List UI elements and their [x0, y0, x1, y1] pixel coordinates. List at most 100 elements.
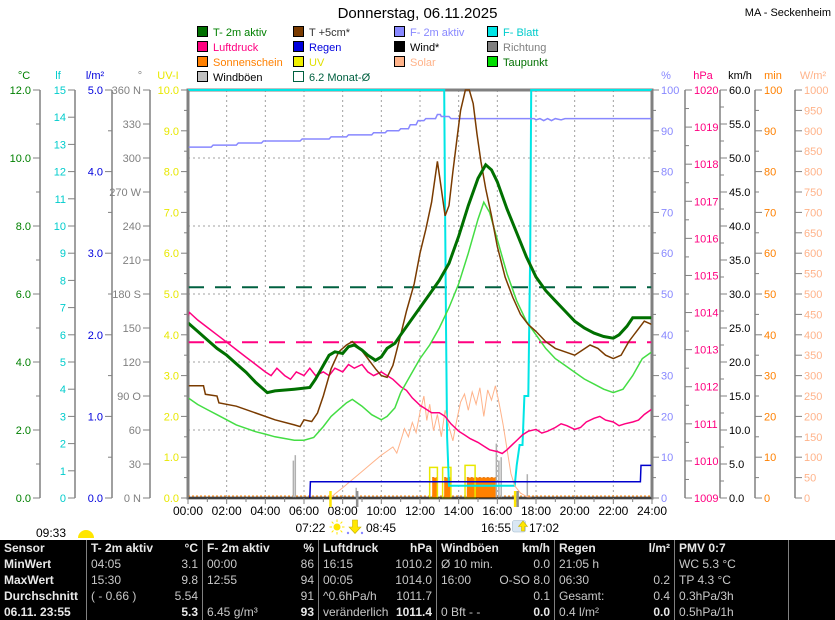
table-text: hPa [409, 541, 432, 555]
tick-label: 10.0 [729, 425, 750, 437]
tick-label: 100 [661, 85, 679, 97]
tick-label: 2 [60, 439, 66, 451]
table-text: 21:05 h [559, 557, 600, 571]
tick-label: 3.0 [164, 371, 179, 383]
tick-label: 5 [60, 357, 66, 369]
table-col-header: T- 2m aktiv °C [86, 540, 202, 556]
table-text: 16:15 [323, 557, 354, 571]
sunset-time: 16:55 [481, 521, 511, 535]
marker-time: 17:02 [529, 521, 559, 535]
table-text: 5.54 [174, 589, 198, 603]
tick-label: 6.0 [164, 248, 179, 260]
table-text: F- 2m aktiv [207, 541, 270, 555]
table-text: 12:55 [207, 573, 238, 587]
table-text: 15:30 [91, 573, 122, 587]
weather-chart: °C12.010.08.06.04.02.00.0lf1514131211109… [10, 70, 829, 540]
moon-time: 09:33 [36, 526, 66, 540]
legend-item: Regen [293, 41, 341, 54]
tick-label: 200 [804, 411, 822, 423]
legend-swatch-icon [487, 41, 498, 52]
tick-label: 700 [804, 207, 822, 219]
table-cell: 21:05 h [554, 556, 674, 572]
table-text: 16:00 [441, 573, 472, 587]
legend-item: UV [293, 56, 324, 69]
page-title: Donnerstag, 06.11.2025 [337, 5, 498, 22]
legend-label: Wind* [410, 42, 440, 54]
tick-label: 120 [123, 357, 141, 369]
tick-label: 4 [60, 384, 66, 396]
legend-swatch-icon [293, 41, 304, 52]
tick-label: 10 [764, 452, 776, 464]
x-label: 02:00 [212, 504, 242, 518]
tick-label: 30 [661, 371, 673, 383]
sunshine-bar [466, 477, 496, 498]
sunshine-bar [432, 477, 438, 498]
table-text: 0.0 [533, 605, 550, 619]
legend-item: Wind* [394, 41, 439, 54]
legend-item: Sonnenschein [197, 56, 283, 69]
station-name: MA - Seckenheim [744, 7, 831, 19]
legend-item: T +5cm* [293, 26, 350, 39]
table-text: 04:05 [91, 557, 122, 571]
table-text: PMV 0:7 [679, 541, 726, 555]
x-label: 10:00 [366, 504, 396, 518]
tick-label: 800 [804, 167, 822, 179]
table-cell: 0 Bft - - 0.0 [436, 604, 554, 620]
tick-label: 0.0 [164, 493, 179, 505]
arrow-dot-icon [346, 531, 350, 535]
table-text: MaxWert [4, 573, 54, 587]
table-col-header: F- 2m aktiv% [202, 540, 318, 556]
tick-label: 850 [804, 146, 822, 158]
table-text: 06:30 [559, 573, 590, 587]
legend-item: T- 2m aktiv [197, 26, 267, 39]
legend-item: F- 2m aktiv [394, 26, 464, 39]
tick-label: 330 [123, 119, 141, 131]
table-cell: 04:05 3.1 [86, 556, 202, 572]
table-cell: 5.3 [86, 604, 202, 620]
tick-label: 1017 [694, 196, 718, 208]
legend-item: Luftdruck [197, 41, 258, 54]
tick-label: 90 O [117, 391, 141, 403]
tick-label: 100 [804, 452, 822, 464]
table-text: 0.4 [653, 589, 670, 603]
tick-label: 1009 [694, 493, 718, 505]
table-text: 93 [300, 605, 314, 619]
table-text: TP 4.3 °C [679, 573, 731, 587]
tick-label: 1020 [694, 85, 718, 97]
tick-label: 50.0 [729, 153, 750, 165]
tick-label: 270 W [109, 187, 141, 199]
moon-up-arrow-icon [517, 520, 529, 532]
tick-label: 4.0 [88, 167, 103, 179]
sunrise-time: 07:22 [295, 521, 325, 535]
legend-swatch-icon [197, 56, 208, 67]
tick-label: 1018 [694, 159, 718, 171]
table-cell: 91 [202, 588, 318, 604]
table-text: 0.0 [533, 557, 550, 571]
table-text: 1014.0 [395, 573, 432, 587]
tick-label: 80 [661, 167, 673, 179]
table-cell: 12:55 94 [202, 572, 318, 588]
table-col-header: PMV 0:7 [674, 540, 788, 556]
axis-title-wm2: W/m² [800, 70, 827, 82]
tick-label: 8.0 [16, 221, 31, 233]
table-cell: 15:30 9.8 [86, 572, 202, 588]
series-F- Blatt [188, 89, 652, 487]
tick-label: 6 [60, 330, 66, 342]
tick-label: 1015 [694, 270, 718, 282]
table-col-header: Regen l/m² [554, 540, 674, 556]
table-text: 5.3 [181, 605, 198, 619]
tick-label: 1000 [804, 85, 828, 97]
table-text: °C [184, 541, 198, 555]
tick-label: 1011 [694, 419, 718, 431]
legend-item: Richtung [487, 41, 546, 54]
legend-label: Taupunkt [503, 57, 548, 69]
sun-ray-icon [331, 530, 334, 533]
tick-label: 40 [764, 330, 776, 342]
table-text: l/m² [648, 541, 670, 555]
table-text: 6.45 g/m³ [207, 605, 258, 619]
moon-dome-icon [78, 530, 94, 538]
tick-label: 100 [764, 85, 782, 97]
arrow-down-icon [348, 519, 362, 534]
legend-swatch-icon [487, 56, 498, 67]
x-label: 14:00 [444, 504, 474, 518]
